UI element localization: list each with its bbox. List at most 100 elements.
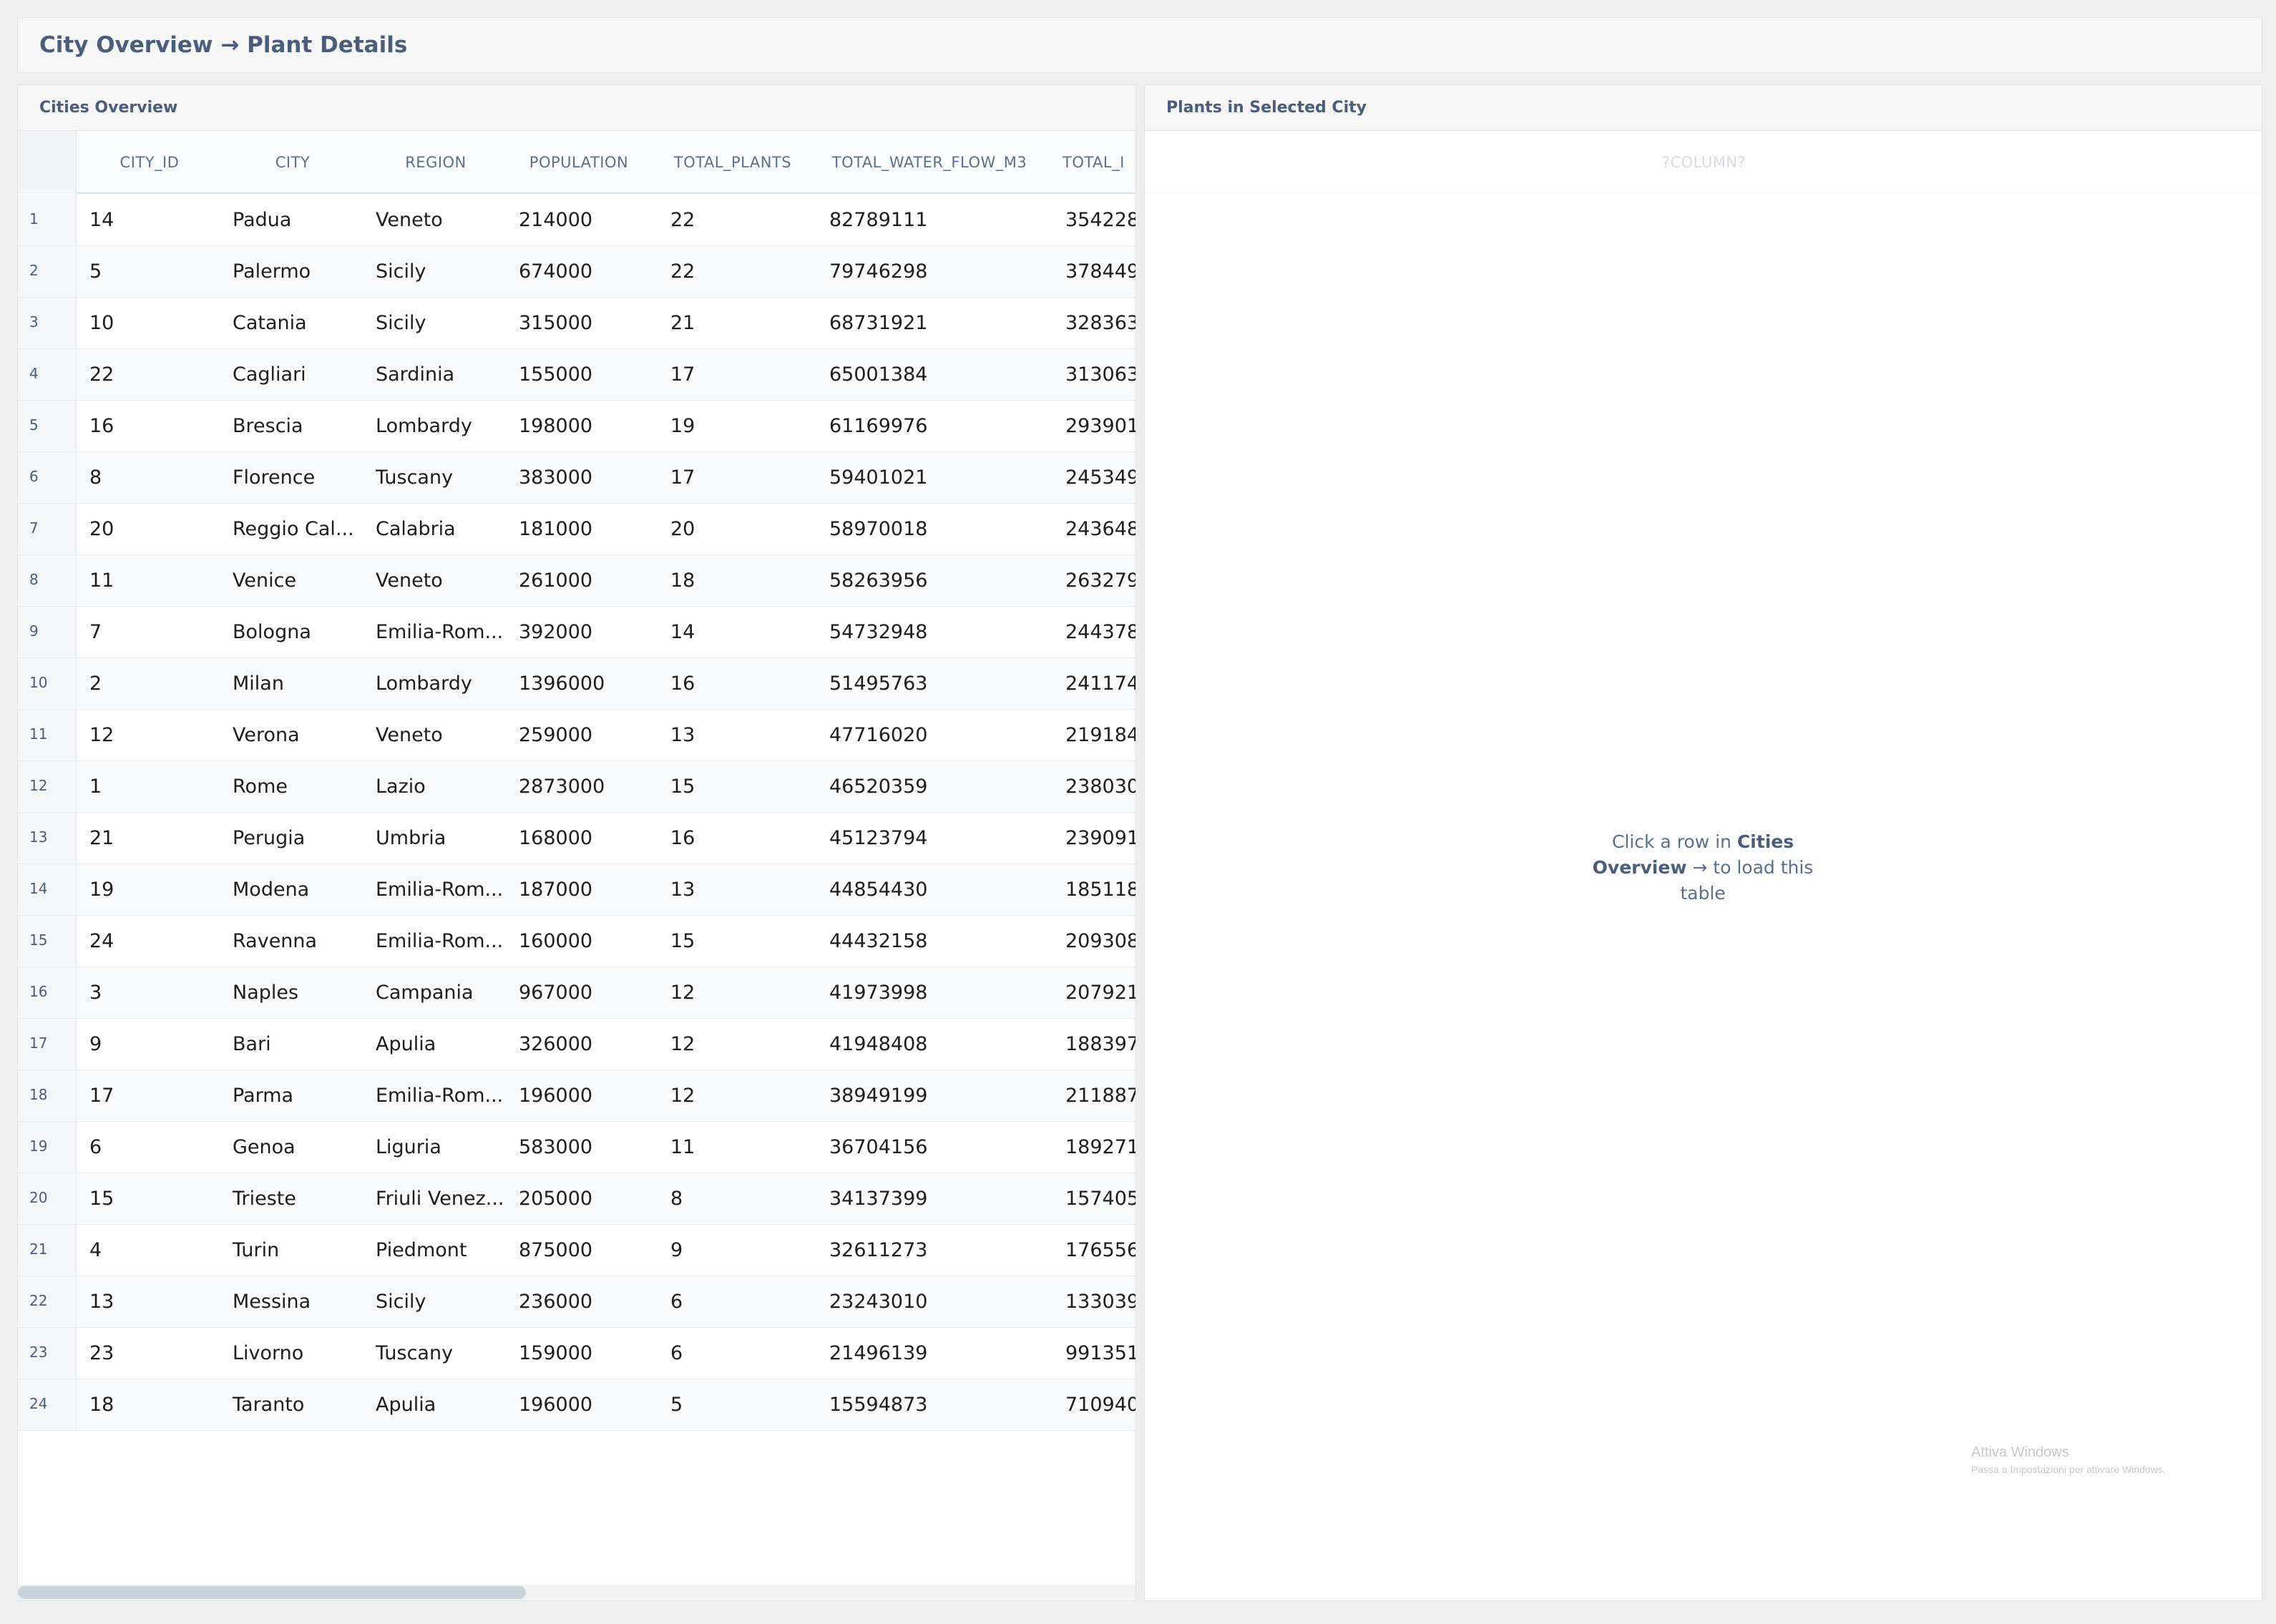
- cell-total-truncated[interactable]: 2118874: [1065, 1085, 1135, 1107]
- cell-total-water-flow[interactable]: 41948408: [829, 1033, 928, 1055]
- cell-total-water-flow[interactable]: 46520359: [829, 776, 928, 798]
- cell-city[interactable]: Padua: [233, 209, 292, 231]
- cell-total-truncated[interactable]: 1883973: [1065, 1033, 1135, 1055]
- cell-total-water-flow[interactable]: 59401021: [829, 466, 928, 489]
- table-row[interactable]: 5 16 Brescia Lombardy 198000 19 61169976 293901…: [18, 401, 1135, 452]
- cell-population[interactable]: 261000: [519, 569, 593, 592]
- cell-region[interactable]: Sicily: [376, 312, 426, 334]
- cell-total-water-flow[interactable]: 82789111: [829, 209, 928, 231]
- cell-total-water-flow[interactable]: 23243010: [829, 1291, 928, 1313]
- cell-total-truncated[interactable]: 2191846: [1065, 724, 1135, 746]
- cell-population[interactable]: 1396000: [519, 672, 605, 695]
- cell-city[interactable]: Perugia: [233, 827, 306, 849]
- cell-population[interactable]: 674000: [519, 260, 593, 283]
- table-row[interactable]: 10 2 Milan Lombardy 1396000 16 51495763 2411744: [18, 658, 1135, 710]
- cell-total-water-flow[interactable]: 68731921: [829, 312, 928, 334]
- cell-city[interactable]: Naples: [233, 982, 299, 1004]
- table-row[interactable]: 18 17 Parma Emilia-Rom... 196000 12 38949199 21…: [18, 1070, 1135, 1122]
- table-row[interactable]: 8 11 Venice Veneto 261000 18 58263956 2632790: [18, 555, 1135, 607]
- cell-city[interactable]: Ravenna: [233, 930, 318, 952]
- cell-city-id[interactable]: 17: [89, 1085, 114, 1107]
- cell-city[interactable]: Rome: [233, 776, 288, 798]
- cell-population[interactable]: 392000: [519, 621, 593, 643]
- cell-total-truncated[interactable]: 2939011: [1065, 415, 1135, 437]
- table-row[interactable]: 17 9 Bari Apulia 326000 12 41948408 1883973: [18, 1019, 1135, 1070]
- cell-city[interactable]: Taranto: [233, 1394, 305, 1416]
- cell-total-truncated[interactable]: 2411744: [1065, 672, 1135, 695]
- cell-region[interactable]: Lombardy: [376, 415, 472, 437]
- cell-population[interactable]: 159000: [519, 1342, 593, 1364]
- cell-region[interactable]: Calabria: [376, 518, 456, 540]
- cell-population[interactable]: 181000: [519, 518, 593, 540]
- cell-total-plants[interactable]: 6: [670, 1342, 683, 1364]
- cell-city-id[interactable]: 12: [89, 724, 114, 746]
- cell-total-plants[interactable]: 8: [670, 1188, 683, 1210]
- cell-region[interactable]: Sicily: [376, 260, 426, 283]
- cell-total-water-flow[interactable]: 45123794: [829, 827, 928, 849]
- cell-total-plants[interactable]: 12: [670, 982, 695, 1004]
- cell-region[interactable]: Tuscany: [376, 1342, 454, 1364]
- cell-region[interactable]: Veneto: [376, 209, 443, 231]
- cell-total-water-flow[interactable]: 15594873: [829, 1394, 928, 1416]
- cell-total-truncated[interactable]: 2453498: [1065, 466, 1135, 489]
- cell-city[interactable]: Brescia: [233, 415, 303, 437]
- cell-total-truncated[interactable]: 3784497: [1065, 260, 1135, 283]
- cell-region[interactable]: Lazio: [376, 776, 426, 798]
- horizontal-scrollbar[interactable]: [18, 1585, 1135, 1600]
- cell-region[interactable]: Tuscany: [376, 466, 454, 489]
- cell-region[interactable]: Apulia: [376, 1394, 436, 1416]
- cell-city-id[interactable]: 23: [89, 1342, 114, 1364]
- cell-total-water-flow[interactable]: 58970018: [829, 518, 928, 540]
- cell-city[interactable]: Cagliari: [233, 363, 306, 386]
- cell-total-truncated[interactable]: 2390916: [1065, 827, 1135, 849]
- cell-population[interactable]: 875000: [519, 1239, 593, 1261]
- cell-total-water-flow[interactable]: 47716020: [829, 724, 928, 746]
- cell-total-truncated[interactable]: 1765569: [1065, 1239, 1135, 1261]
- cell-population[interactable]: 155000: [519, 363, 593, 386]
- cell-total-plants[interactable]: 14: [670, 621, 695, 643]
- cell-city[interactable]: Catania: [233, 312, 307, 334]
- cell-population[interactable]: 196000: [519, 1394, 593, 1416]
- cell-city-id[interactable]: 18: [89, 1394, 114, 1416]
- cell-population[interactable]: 236000: [519, 1291, 593, 1313]
- cell-region[interactable]: Emilia-Rom...: [376, 1085, 504, 1107]
- cell-total-plants[interactable]: 6: [670, 1291, 683, 1313]
- cell-total-water-flow[interactable]: 41973998: [829, 982, 928, 1004]
- cell-total-plants[interactable]: 16: [670, 672, 695, 695]
- cell-region[interactable]: Friuli Venez...: [376, 1188, 504, 1210]
- cell-city[interactable]: Bologna: [233, 621, 311, 643]
- column-header-population[interactable]: POPULATION: [529, 154, 629, 171]
- cell-city[interactable]: Parma: [233, 1085, 294, 1107]
- cell-total-plants[interactable]: 16: [670, 827, 695, 849]
- cell-population[interactable]: 160000: [519, 930, 593, 952]
- table-row[interactable]: 7 20 Reggio Cal... Calabria 181000 20 58970018…: [18, 504, 1135, 555]
- cell-total-plants[interactable]: 20: [670, 518, 695, 540]
- cell-city[interactable]: Reggio Cal...: [233, 518, 354, 540]
- cell-region[interactable]: Emilia-Rom...: [376, 621, 504, 643]
- cell-city[interactable]: Livorno: [233, 1342, 304, 1364]
- cell-region[interactable]: Veneto: [376, 569, 443, 592]
- column-header-total-truncated[interactable]: TOTAL_I: [1063, 154, 1125, 171]
- table-row[interactable]: 15 24 Ravenna Emilia-Rom... 160000 15 44432158…: [18, 916, 1135, 967]
- cell-total-truncated[interactable]: 7109405: [1065, 1394, 1135, 1416]
- cell-population[interactable]: 315000: [519, 312, 593, 334]
- cell-population[interactable]: 214000: [519, 209, 593, 231]
- cell-total-plants[interactable]: 22: [670, 260, 695, 283]
- cell-city-id[interactable]: 7: [89, 621, 102, 643]
- cell-population[interactable]: 2873000: [519, 776, 605, 798]
- cell-total-water-flow[interactable]: 38949199: [829, 1085, 928, 1107]
- cell-city[interactable]: Milan: [233, 672, 284, 695]
- cell-region[interactable]: Sicily: [376, 1291, 426, 1313]
- table-row[interactable]: 23 23 Livorno Tuscany 159000 6 21496139 9913510: [18, 1328, 1135, 1379]
- cell-population[interactable]: 259000: [519, 724, 593, 746]
- cell-total-water-flow[interactable]: 36704156: [829, 1136, 928, 1158]
- cell-population[interactable]: 967000: [519, 982, 593, 1004]
- cell-city-id[interactable]: 9: [89, 1033, 102, 1055]
- cell-city[interactable]: Messina: [233, 1291, 311, 1313]
- cell-total-plants[interactable]: 21: [670, 312, 695, 334]
- cell-city-id[interactable]: 8: [89, 466, 102, 489]
- cell-total-plants[interactable]: 11: [670, 1136, 695, 1158]
- cell-region[interactable]: Sardinia: [376, 363, 455, 386]
- cell-total-plants[interactable]: 9: [670, 1239, 683, 1261]
- cell-total-plants[interactable]: 12: [670, 1033, 695, 1055]
